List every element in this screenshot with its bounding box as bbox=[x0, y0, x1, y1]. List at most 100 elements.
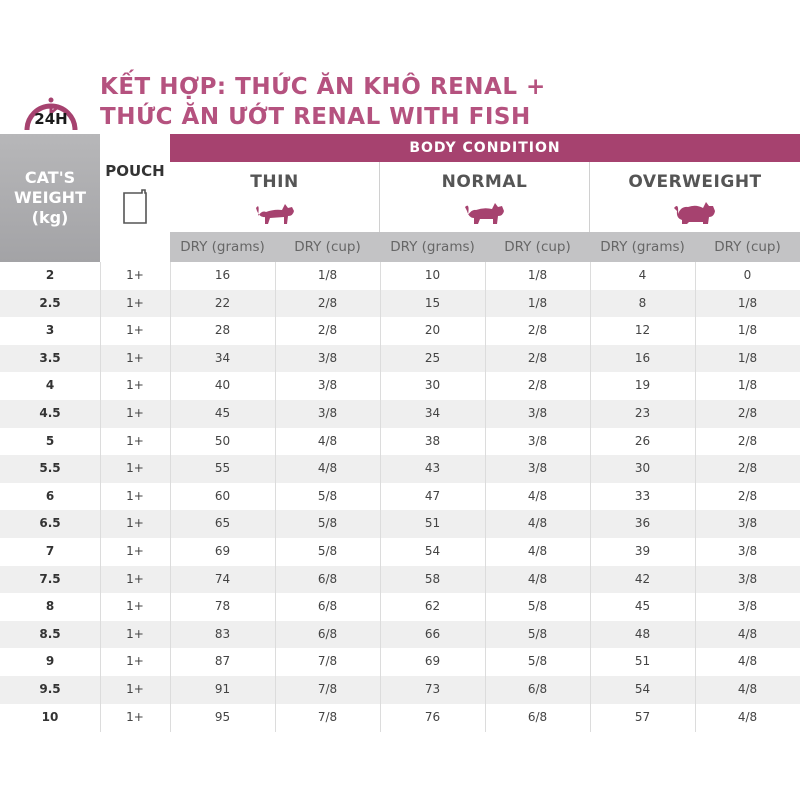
condition-thin: THIN bbox=[170, 162, 379, 232]
cell-overweight-grams: 54 bbox=[634, 681, 651, 696]
cell-thin-cup: 7/8 bbox=[317, 709, 338, 724]
cell-weight: 2.5 bbox=[39, 295, 61, 310]
cell-thin-grams: 16 bbox=[214, 268, 231, 282]
cell-overweight-cup: 4/8 bbox=[737, 654, 758, 669]
cell-thin-grams: 83 bbox=[214, 626, 231, 641]
cell-normal-grams: 62 bbox=[424, 599, 441, 614]
table-row: 10 1+ 95 7/8 76 6/8 57 4/8 bbox=[0, 703, 800, 732]
cell-pouch: 1+ bbox=[126, 543, 144, 558]
cell-overweight-cup: 4/8 bbox=[737, 626, 758, 641]
cell-pouch: 1+ bbox=[126, 350, 144, 365]
cell-thin-cup: 2/8 bbox=[317, 295, 338, 310]
cell-thin-grams: 74 bbox=[214, 571, 231, 586]
cell-thin-cup: 3/8 bbox=[317, 378, 338, 393]
cell-overweight-cup: 1/8 bbox=[737, 378, 758, 393]
cell-weight: 7 bbox=[45, 543, 55, 558]
condition-separator bbox=[379, 162, 380, 232]
cell-normal-cup: 4/8 bbox=[527, 571, 548, 586]
condition-normal: NORMAL bbox=[380, 162, 589, 232]
cell-overweight-grams: 19 bbox=[634, 378, 651, 393]
cell-pouch: 1+ bbox=[126, 709, 144, 724]
cell-overweight-grams: 48 bbox=[634, 626, 651, 641]
cell-thin-grams: 87 bbox=[214, 654, 231, 669]
cell-thin-grams: 28 bbox=[214, 323, 231, 338]
cell-normal-cup: 3/8 bbox=[527, 405, 548, 420]
title-line-1: KẾT HỢP: THỨC ĂN KHÔ RENAL + bbox=[100, 74, 546, 100]
cell-normal-cup: 4/8 bbox=[527, 543, 548, 558]
cell-overweight-cup: 4/8 bbox=[737, 681, 758, 696]
subheader-thin-cup: DRY (cup) bbox=[275, 232, 380, 262]
cell-normal-cup: 2/8 bbox=[527, 350, 548, 365]
cell-weight: 8.5 bbox=[39, 626, 61, 641]
column-divider bbox=[590, 262, 591, 732]
cell-pouch: 1+ bbox=[126, 488, 144, 503]
cell-weight: 6 bbox=[45, 488, 55, 503]
table-row: 8.5 1+ 83 6/8 66 5/8 48 4/8 bbox=[0, 620, 800, 649]
cell-normal-grams: 69 bbox=[424, 654, 441, 669]
cell-pouch: 1+ bbox=[126, 405, 144, 420]
cell-thin-grams: 45 bbox=[214, 405, 231, 420]
cell-pouch: 1+ bbox=[126, 599, 144, 614]
cell-overweight-grams: 23 bbox=[634, 405, 651, 420]
cell-normal-grams: 43 bbox=[424, 461, 441, 476]
table-row: 3.5 1+ 34 3/8 25 2/8 16 1/8 bbox=[0, 344, 800, 373]
cell-weight: 4.5 bbox=[39, 405, 61, 420]
table-row: 8 1+ 78 6/8 62 5/8 45 3/8 bbox=[0, 593, 800, 621]
cell-overweight-cup: 3/8 bbox=[737, 571, 758, 586]
cell-normal-grams: 15 bbox=[424, 295, 441, 310]
cell-thin-cup: 5/8 bbox=[317, 543, 338, 558]
cell-overweight-grams: 45 bbox=[634, 599, 651, 614]
cell-thin-cup: 3/8 bbox=[317, 405, 338, 420]
cell-normal-grams: 20 bbox=[424, 323, 441, 338]
cell-weight: 4 bbox=[45, 378, 55, 393]
clock-icon bbox=[24, 97, 78, 131]
table-row: 4 1+ 40 3/8 30 2/8 19 1/8 bbox=[0, 372, 800, 400]
cell-pouch: 1+ bbox=[126, 268, 144, 282]
cell-overweight-grams: 12 bbox=[634, 323, 651, 338]
column-divider bbox=[695, 262, 696, 732]
cell-pouch: 1+ bbox=[126, 295, 144, 310]
cell-overweight-grams: 4 bbox=[638, 268, 647, 282]
cell-normal-grams: 66 bbox=[424, 626, 441, 641]
cell-overweight-grams: 51 bbox=[634, 654, 651, 669]
cell-normal-cup: 6/8 bbox=[527, 709, 548, 724]
cell-normal-grams: 47 bbox=[424, 488, 441, 503]
cell-pouch: 1+ bbox=[126, 323, 144, 338]
cell-overweight-cup: 2/8 bbox=[737, 433, 758, 448]
cell-thin-cup: 5/8 bbox=[317, 516, 338, 531]
cell-thin-cup: 6/8 bbox=[317, 626, 338, 641]
cell-thin-cup: 1/8 bbox=[317, 268, 338, 282]
cell-thin-grams: 78 bbox=[214, 599, 231, 614]
cell-normal-cup: 5/8 bbox=[527, 654, 548, 669]
table-row: 6 1+ 60 5/8 47 4/8 33 2/8 bbox=[0, 482, 800, 511]
pouch-label: POUCH bbox=[105, 162, 165, 180]
cell-normal-grams: 76 bbox=[424, 709, 441, 724]
weight-label-line-3: (kg) bbox=[31, 208, 69, 227]
table-row: 7 1+ 69 5/8 54 4/8 39 3/8 bbox=[0, 537, 800, 566]
cell-overweight-cup: 2/8 bbox=[737, 405, 758, 420]
cell-thin-cup: 4/8 bbox=[317, 433, 338, 448]
subheader-overweight-cup: DRY (cup) bbox=[695, 232, 800, 262]
normal-cat-icon bbox=[465, 203, 504, 224]
table-row: 2.5 1+ 22 2/8 15 1/8 8 1/8 bbox=[0, 289, 800, 318]
condition-label: OVERWEIGHT bbox=[628, 172, 762, 192]
cell-weight: 8 bbox=[45, 599, 55, 614]
column-divider bbox=[100, 262, 101, 732]
cell-normal-cup: 2/8 bbox=[527, 323, 548, 338]
cell-normal-cup: 3/8 bbox=[527, 461, 548, 476]
cell-pouch: 1+ bbox=[126, 654, 144, 669]
cell-thin-cup: 6/8 bbox=[317, 599, 338, 614]
cell-overweight-cup: 0 bbox=[743, 268, 752, 282]
cell-normal-cup: 1/8 bbox=[527, 295, 548, 310]
cell-overweight-grams: 30 bbox=[634, 461, 651, 476]
weight-column-header: CAT'S WEIGHT (kg) bbox=[0, 134, 100, 262]
column-divider bbox=[380, 262, 381, 732]
table-row: 3 1+ 28 2/8 20 2/8 12 1/8 bbox=[0, 317, 800, 345]
cell-weight: 10 bbox=[41, 709, 59, 724]
cell-thin-cup: 5/8 bbox=[317, 488, 338, 503]
subheader-normal-grams: DRY (grams) bbox=[380, 232, 485, 262]
cell-overweight-cup: 4/8 bbox=[737, 709, 758, 724]
cell-overweight-cup: 1/8 bbox=[737, 323, 758, 338]
table-row: 5 1+ 50 4/8 38 3/8 26 2/8 bbox=[0, 427, 800, 456]
table-row: 9.5 1+ 91 7/8 73 6/8 54 4/8 bbox=[0, 675, 800, 704]
